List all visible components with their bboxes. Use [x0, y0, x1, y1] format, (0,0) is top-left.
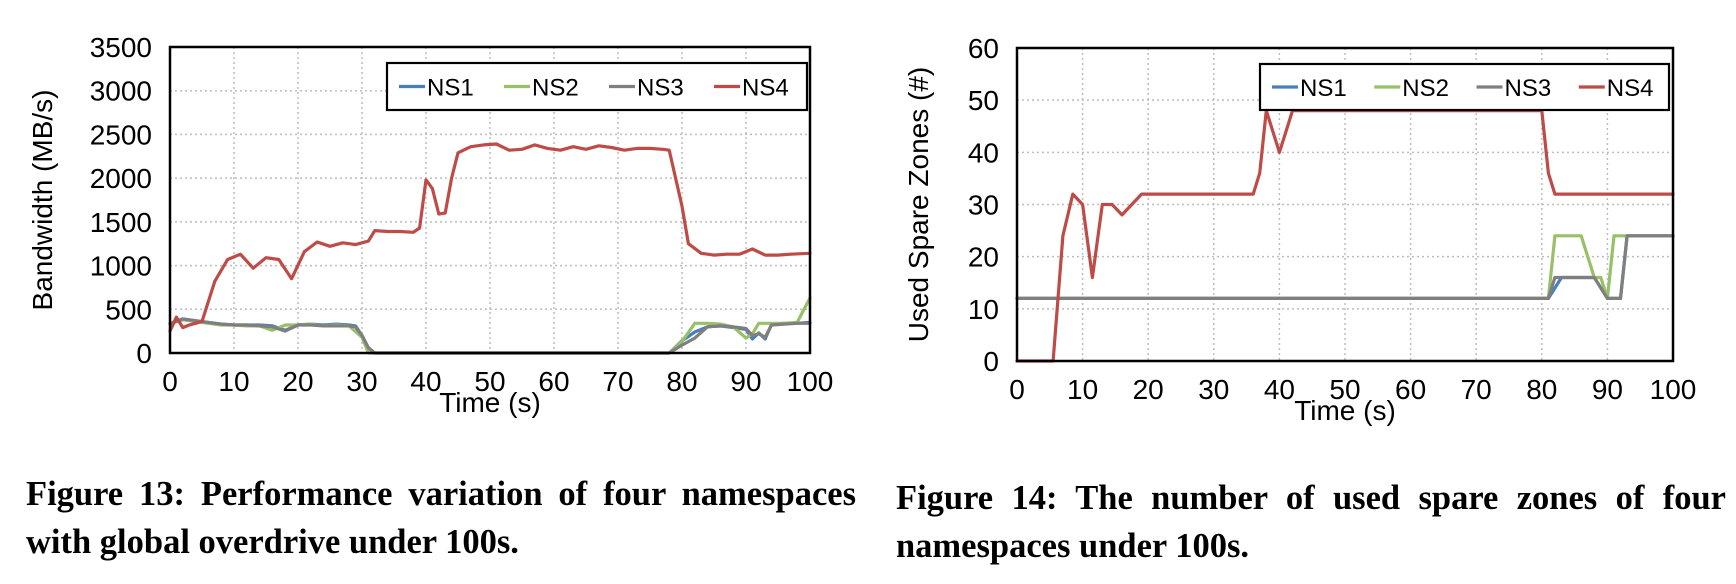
x-tick-label: 10: [218, 366, 249, 397]
series-line-ns3: [168, 317, 812, 355]
y-axis-title: Used Spare Zones (#): [903, 67, 934, 342]
y-tick-label: 50: [968, 85, 999, 116]
legend-label: NS4: [742, 75, 789, 102]
x-tick-label: 40: [410, 366, 441, 397]
y-tick-label: 3000: [90, 76, 152, 107]
x-tick-label: 70: [1461, 374, 1492, 405]
y-tick-label: 1500: [90, 207, 152, 238]
plot-area-border: [1015, 46, 1675, 363]
x-axis-title: Time (s): [1294, 395, 1396, 426]
legend: NS1 NS2 NS3 NS4: [1258, 62, 1671, 112]
x-tick-label: 30: [1198, 374, 1229, 405]
figure-14-caption: Figure 14: The number of used spare zone…: [896, 479, 1726, 565]
series-line-ns4: [168, 142, 812, 333]
x-axis-title: Time (s): [439, 387, 541, 418]
y-tick-label: 30: [968, 190, 999, 221]
series-lines: [168, 142, 812, 355]
x-tick-label: 50: [474, 366, 505, 397]
y-tick-label: 500: [105, 294, 152, 325]
y-tick-labels: 0 500 1000 1500 2000 2500 3000 3500: [90, 32, 152, 369]
y-tick-label: 1000: [90, 251, 152, 282]
x-tick-label: 60: [538, 366, 569, 397]
x-tick-label: 80: [1526, 374, 1557, 405]
x-tick-label: 100: [1650, 374, 1697, 405]
x-tick-label: 90: [730, 366, 761, 397]
y-axis-title: Bandwidth (MB/s): [27, 90, 58, 311]
spare-zones-chart: 0 10 20 30 40 50 60 70 80 90 1000102030405060Time …: [903, 33, 1696, 426]
legend-label: NS2: [532, 75, 579, 102]
x-tick-labels: 0 10 20 30 40 50 60 70 80 90 100: [1009, 374, 1696, 405]
legend-item-ns4: NS4: [714, 75, 789, 102]
figure-13: 0 10 20 30 40 50 60 70 80 90 100 0 500 1000 1500 2000 25…: [0, 0, 860, 584]
y-tick-label: 0: [983, 346, 999, 377]
bandwidth-chart: 0 10 20 30 40 50 60 70 80 90 100050010001500200025…: [27, 32, 833, 418]
legend-label: NS4: [1607, 75, 1654, 102]
y-tick-label: 40: [968, 137, 999, 168]
legend-label: NS1: [427, 75, 474, 102]
y-tick-label: 20: [968, 242, 999, 273]
legend: NS1 NS2 NS3 NS4: [385, 61, 809, 112]
x-tick-labels: 0 10 20 30 40 50 60 70 80 90 100: [162, 366, 833, 397]
legend-item-ns4: NS4: [1578, 75, 1654, 102]
x-tick-label: 20: [282, 366, 313, 397]
y-tick-label: 2000: [90, 163, 152, 194]
x-tick-label: 10: [1067, 374, 1098, 405]
y-tick-labels: 0 10 20 30 40 50 60: [968, 33, 999, 377]
x-tick-label: 50: [1329, 374, 1360, 405]
legend-item-ns3: NS3: [1476, 75, 1552, 102]
plot-area-border: [168, 45, 812, 355]
y-tick-label: 10: [968, 294, 999, 325]
legend-item-ns2: NS2: [1374, 75, 1449, 102]
legend-item-ns3: NS3: [609, 75, 684, 102]
legend-item-ns1: NS1: [1272, 75, 1347, 102]
legend-label: NS2: [1402, 75, 1449, 102]
x-tick-label: 70: [602, 366, 633, 397]
legend-item-ns2: NS2: [504, 75, 579, 102]
x-tick-label: 20: [1133, 374, 1164, 405]
x-tick-label: 100: [787, 366, 834, 397]
legend-label: NS1: [1300, 75, 1347, 102]
legend-item-ns1: NS1: [399, 75, 474, 102]
figure-14: 0 10 20 30 40 50 60 70 80 90 100 0 10 20 30 40 50 60 Time …: [868, 0, 1736, 584]
x-tick-label: 0: [162, 366, 178, 397]
y-tick-label: 60: [968, 33, 999, 64]
series-line-ns3: [1015, 234, 1675, 300]
y-tick-label: 0: [136, 338, 152, 369]
y-tick-label: 2500: [90, 119, 152, 150]
x-tick-label: 30: [346, 366, 377, 397]
legend-label: NS3: [637, 75, 684, 102]
x-tick-label: 0: [1009, 374, 1025, 405]
legend-label: NS3: [1505, 75, 1552, 102]
y-tick-label: 3500: [90, 32, 152, 63]
x-tick-label: 80: [666, 366, 697, 397]
x-tick-label: 90: [1592, 374, 1623, 405]
figure-13-caption: Figure 13: Performance variation of four…: [26, 475, 856, 561]
x-tick-label: 60: [1395, 374, 1426, 405]
x-tick-label: 40: [1264, 374, 1295, 405]
